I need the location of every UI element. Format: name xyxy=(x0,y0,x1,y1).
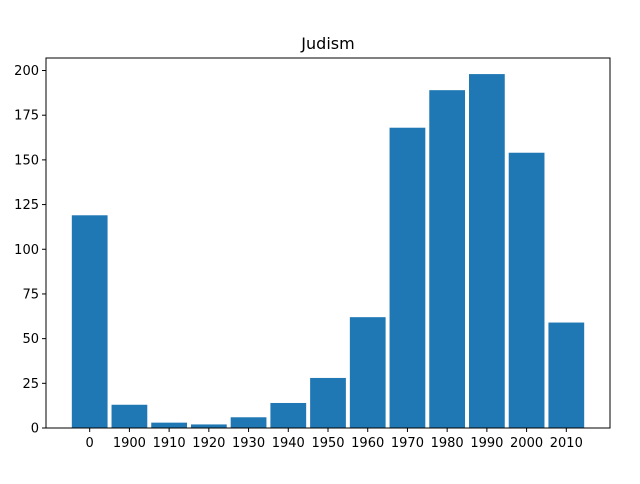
x-tick-label: 2010 xyxy=(550,436,583,451)
y-tick-label: 200 xyxy=(14,64,39,79)
bar-1930 xyxy=(230,417,267,428)
x-tick-label: 1950 xyxy=(311,436,344,451)
x-tick-label: 2000 xyxy=(510,436,543,451)
chart-title: Judism xyxy=(300,34,354,53)
y-tick-label: 150 xyxy=(14,153,39,168)
bar-1920 xyxy=(190,424,227,428)
x-tick-label: 1980 xyxy=(431,436,464,451)
y-tick-label: 125 xyxy=(14,198,39,213)
bar-1990 xyxy=(469,74,505,428)
ticks-layer: 0 1900 1910 1920 1930 1940 1950 1960 1970 1980 199… xyxy=(14,64,583,451)
bar-0 xyxy=(71,215,108,428)
x-tick-label: 1900 xyxy=(113,436,146,451)
bar-2010 xyxy=(548,322,585,428)
x-tick-label: 1920 xyxy=(192,436,225,451)
y-tick-label: 75 xyxy=(22,287,39,302)
y-tick-label: 0 xyxy=(31,422,39,437)
bar-1980 xyxy=(429,90,466,429)
y-tick-label: 175 xyxy=(14,109,39,124)
x-tick-label: 1960 xyxy=(351,436,384,451)
bar-1960 xyxy=(349,317,386,428)
bar-1910 xyxy=(151,422,187,428)
bar-1900 xyxy=(111,404,148,428)
y-tick-label: 100 xyxy=(14,243,39,258)
bars-layer xyxy=(71,74,585,429)
bar-1950 xyxy=(310,377,346,428)
bar-2000 xyxy=(508,152,545,429)
x-tick-label: 1910 xyxy=(153,436,186,451)
x-tick-label: 1970 xyxy=(391,436,424,451)
y-tick-label: 25 xyxy=(22,377,39,392)
x-tick-label: 1990 xyxy=(470,436,503,451)
y-tick-label: 50 xyxy=(22,332,39,347)
x-tick-label: 1940 xyxy=(272,436,305,451)
x-tick-label: 1930 xyxy=(232,436,265,451)
bar-1970 xyxy=(389,127,426,429)
x-tick-label: 0 xyxy=(86,436,94,451)
bar-1940 xyxy=(270,402,307,428)
